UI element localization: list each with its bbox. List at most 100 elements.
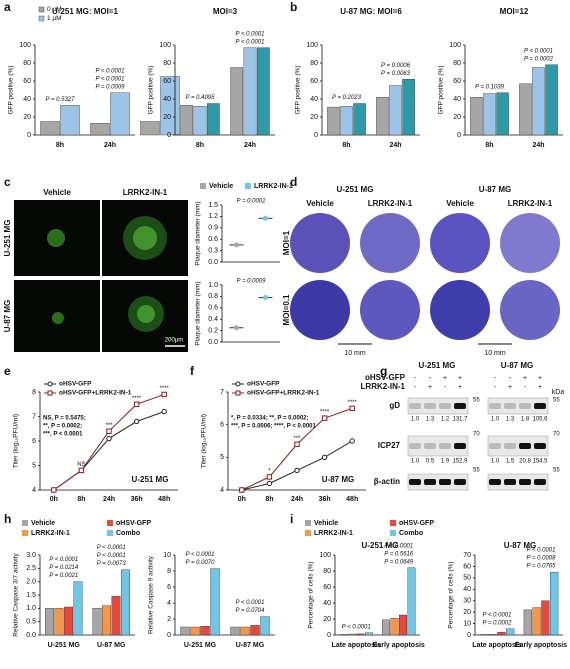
band [409,443,421,449]
annotation: *** [105,423,113,429]
bar [92,608,102,636]
band [534,443,546,449]
x-tick-label: 24h [389,142,401,149]
bar [256,47,270,136]
axis [174,555,275,636]
annotation: P = 0.0214 [49,565,79,571]
legend-label: oHSV-GFP [59,381,92,388]
annotation: P = 0.0070 [186,560,216,566]
legend-label: Combo [116,530,140,537]
y-tick-label: 0.3 [208,247,218,254]
band [519,403,531,409]
marker [294,467,300,474]
treatment-sign: + [458,375,462,382]
y-axis-label: GFP positive (%) [148,65,155,114]
marker [266,474,273,480]
kda-marker: 55 [553,398,560,404]
panel-letter: f [190,364,195,378]
bar [532,607,541,636]
microscopy [14,200,188,352]
band [439,403,451,409]
y-tick-label: 0 [314,132,318,139]
y-tick-label: 80 [310,60,318,67]
y-tick-label: 60 [310,78,318,85]
y-tick-label: 40 [323,600,331,607]
band [489,403,501,409]
y-tick-label: 40 [310,96,318,103]
marker [239,487,245,493]
bar [90,123,110,136]
group-label: U-87 MG [479,185,511,194]
annotation: P < 0.0001 [527,548,556,554]
x-tick-label: Early apoptosis [515,642,567,649]
panel-letter: a [4,0,11,14]
x-tick-label: U-87 MG [97,642,126,649]
legend-label: LRRK2-IN-1 [31,530,70,537]
treatment-sign: - [509,375,512,382]
band [534,479,546,485]
x-tick-label: U-251 MG [48,642,81,649]
y-tick-label: 5 [220,454,224,461]
legend-swatch [22,530,28,536]
y-tick-label: 1.5 [26,592,36,599]
y-tick-label: 0 [167,632,171,639]
annotation: P < 0.0001 [97,553,126,559]
bar [260,616,270,636]
annotation: **** [320,410,330,416]
treatment-sign: - [524,384,527,391]
bar [54,608,64,636]
annotation: P = 0.0063 [381,71,411,77]
x-tick-label: 0h [50,496,58,503]
y-tick-label: 0.9 [208,225,218,232]
y-axis-label: Percentage of cells (%) [448,561,455,628]
treatment-sign: + [538,375,542,382]
x-tick-label: 48h [158,496,170,503]
legend-swatch [245,183,251,189]
x-tick-label: 24h [103,496,115,503]
band [424,479,436,485]
plaque-wells [290,213,560,345]
band [534,403,546,409]
y-tick-label: 4 [32,487,36,494]
treatment-sign: + [458,384,462,391]
x-tick-label: Late apoptosis [332,642,382,649]
annotation: P = 0.0073 [97,561,127,567]
bar [200,626,210,636]
x-tick-label: 8h [265,496,273,503]
y-tick-label: 2 [167,616,171,623]
panel-letter: e [4,364,11,378]
panel-letter: i [290,512,293,526]
annotation: P = 0.0008 [527,556,557,562]
y-tick-label: 20 [453,114,461,121]
x-tick-label: 24h [532,142,544,149]
chart-title: U-87 MG [504,541,536,550]
panel-letter: b [290,0,297,14]
bar [339,634,348,636]
treatment-label: LRRK2-IN-1 [361,382,406,391]
axis [221,205,280,263]
annotation: P < 0.0001 [96,68,125,74]
y-tick-label: 20 [163,114,171,121]
bar [389,85,402,136]
legend-marker [235,390,241,396]
annotation: P = 0.0002 [237,199,267,205]
y-axis-label: Relative Caspase 9 activity [148,555,155,634]
kda-marker: 70 [473,432,480,438]
x-tick-label: U-87 MG [236,642,265,649]
band [409,403,421,409]
band-label: gD [389,401,400,410]
legend-label: 1 μM [47,15,62,22]
band [519,443,531,449]
annotation: P = 0.0704 [236,608,266,614]
treatment-sign: - [494,375,497,382]
y-tick-label: 0 [167,132,171,139]
scale-bar-label: 200μm [165,338,183,344]
legend-swatch [305,530,311,536]
bar [180,105,194,136]
dot [234,325,239,331]
legend-label: oHSV-GFP [116,520,151,527]
row-label: U-87 MG [3,300,12,332]
y-tick-label: 20 [463,609,471,616]
band [504,403,516,409]
column-label: LRRK2-IN-1 [123,188,168,197]
